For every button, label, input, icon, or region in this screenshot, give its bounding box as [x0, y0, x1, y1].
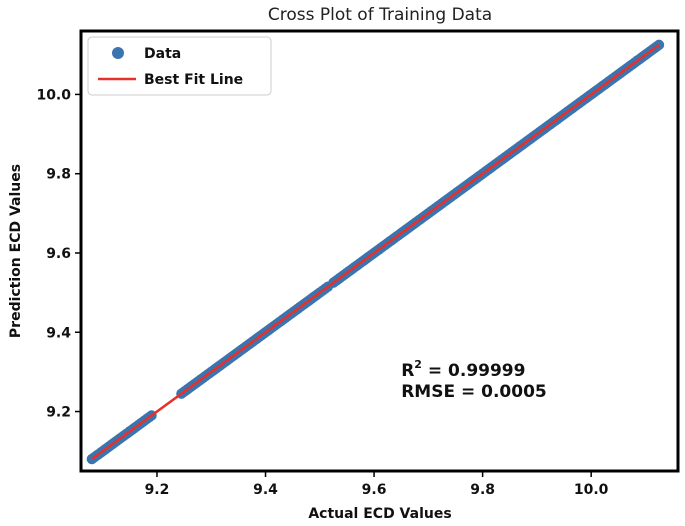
x-tick-label: 9.4 — [253, 482, 278, 498]
legend-best-fit-label: Best Fit Line — [144, 72, 243, 88]
legend-data-label: Data — [144, 46, 181, 62]
plot-frame — [79, 29, 680, 473]
best-fit-line — [91, 43, 660, 461]
legend-box — [87, 36, 272, 96]
x-axis-label: Actual ECD Values — [308, 506, 451, 522]
y-axis-label: Prediction ECD Values — [8, 164, 24, 338]
r-squared-value: = 0.99999 — [422, 361, 526, 381]
r-squared-annotation: R2 = 0.99999 — [401, 358, 525, 381]
r-squared-letter: R — [401, 361, 414, 381]
legend-data-marker — [112, 47, 124, 59]
y-axis-ticks: 9.2 9.4 9.6 9.8 10.0 — [36, 87, 81, 421]
y-tick-label: 9.2 — [46, 405, 71, 421]
y-tick-label: 9.8 — [46, 167, 71, 183]
best-fit-line-layer — [91, 43, 660, 461]
x-axis-ticks: 9.2 9.4 9.6 9.8 10.0 — [145, 471, 609, 498]
chart-title: Cross Plot of Training Data — [268, 5, 492, 25]
x-tick-label: 9.2 — [145, 482, 170, 498]
x-tick-label: 10.0 — [574, 482, 609, 498]
y-tick-label: 10.0 — [36, 87, 71, 103]
y-tick-label: 9.4 — [46, 325, 71, 341]
rmse-annotation: RMSE = 0.0005 — [401, 382, 547, 402]
y-tick-label: 9.6 — [46, 246, 71, 262]
r-squared-superscript: 2 — [414, 358, 422, 371]
legend: Data Best Fit Line — [87, 36, 272, 96]
x-tick-label: 9.6 — [362, 482, 387, 498]
x-tick-label: 9.8 — [470, 482, 495, 498]
